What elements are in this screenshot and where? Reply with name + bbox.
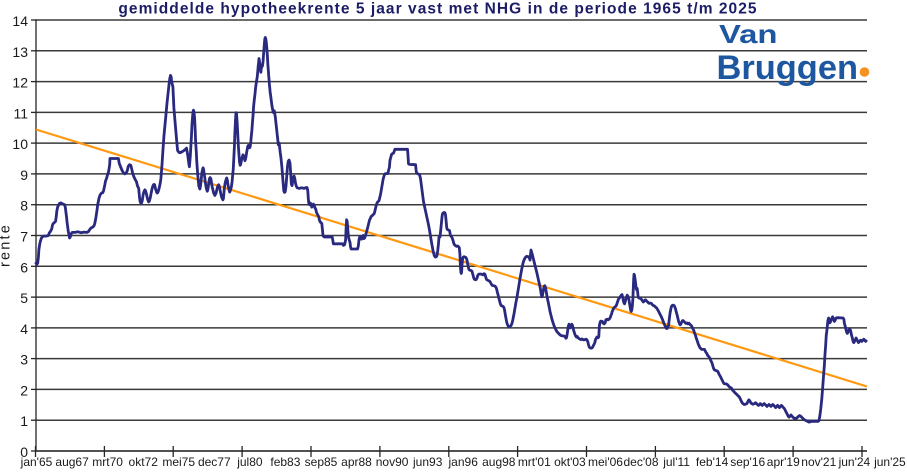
svg-text:Van: Van [719,19,778,49]
svg-text:jul'11: jul'11 [662,455,690,469]
svg-text:sep85: sep85 [305,455,338,469]
svg-text:aug98: aug98 [482,455,516,469]
svg-text:13: 13 [12,44,28,60]
svg-text:dec77: dec77 [198,455,231,469]
svg-text:dec'08: dec'08 [624,455,659,469]
svg-text:rente: rente [0,223,14,267]
svg-text:4: 4 [20,321,28,337]
svg-text:feb83: feb83 [270,455,300,469]
svg-text:feb'14: feb'14 [696,455,729,469]
svg-text:Bruggen: Bruggen [717,49,859,87]
svg-text:aug67: aug67 [55,455,89,469]
svg-text:7: 7 [20,229,28,245]
svg-text:nov90: nov90 [376,455,409,469]
svg-text:12: 12 [12,75,28,91]
svg-text:okt72: okt72 [129,455,159,469]
svg-text:okt'03: okt'03 [554,455,586,469]
svg-text:mei'06: mei'06 [588,455,623,469]
svg-text:5: 5 [20,290,28,306]
svg-text:6: 6 [20,259,28,275]
svg-text:3: 3 [20,352,28,368]
svg-text:sep'16: sep'16 [730,455,765,469]
svg-text:jun93: jun93 [412,455,443,469]
svg-text:mrt'01: mrt'01 [518,455,551,469]
svg-text:nov'21: nov'21 [801,455,836,469]
svg-text:jul80: jul80 [236,455,263,469]
svg-text:mrt70: mrt70 [92,455,123,469]
svg-text:8: 8 [20,198,28,214]
svg-text:jun'24: jun'24 [838,455,871,469]
svg-text:gemiddelde hypotheekrente 5 ja: gemiddelde hypotheekrente 5 jaar vast me… [118,1,757,18]
svg-text:jan'65: jan'65 [20,455,53,469]
svg-text:apr'19: apr'19 [767,455,800,469]
svg-text:jun'25: jun'25 [873,455,906,469]
svg-text:2: 2 [20,382,28,398]
svg-text:14: 14 [12,13,28,29]
svg-text:11: 11 [13,105,28,121]
svg-text:0: 0 [20,444,28,460]
svg-text:mei75: mei75 [162,455,195,469]
svg-text:apr88: apr88 [341,455,372,469]
svg-text:1: 1 [20,413,28,429]
svg-text:10: 10 [12,136,28,152]
svg-text:jan96: jan96 [448,455,479,469]
svg-text:9: 9 [20,167,28,183]
